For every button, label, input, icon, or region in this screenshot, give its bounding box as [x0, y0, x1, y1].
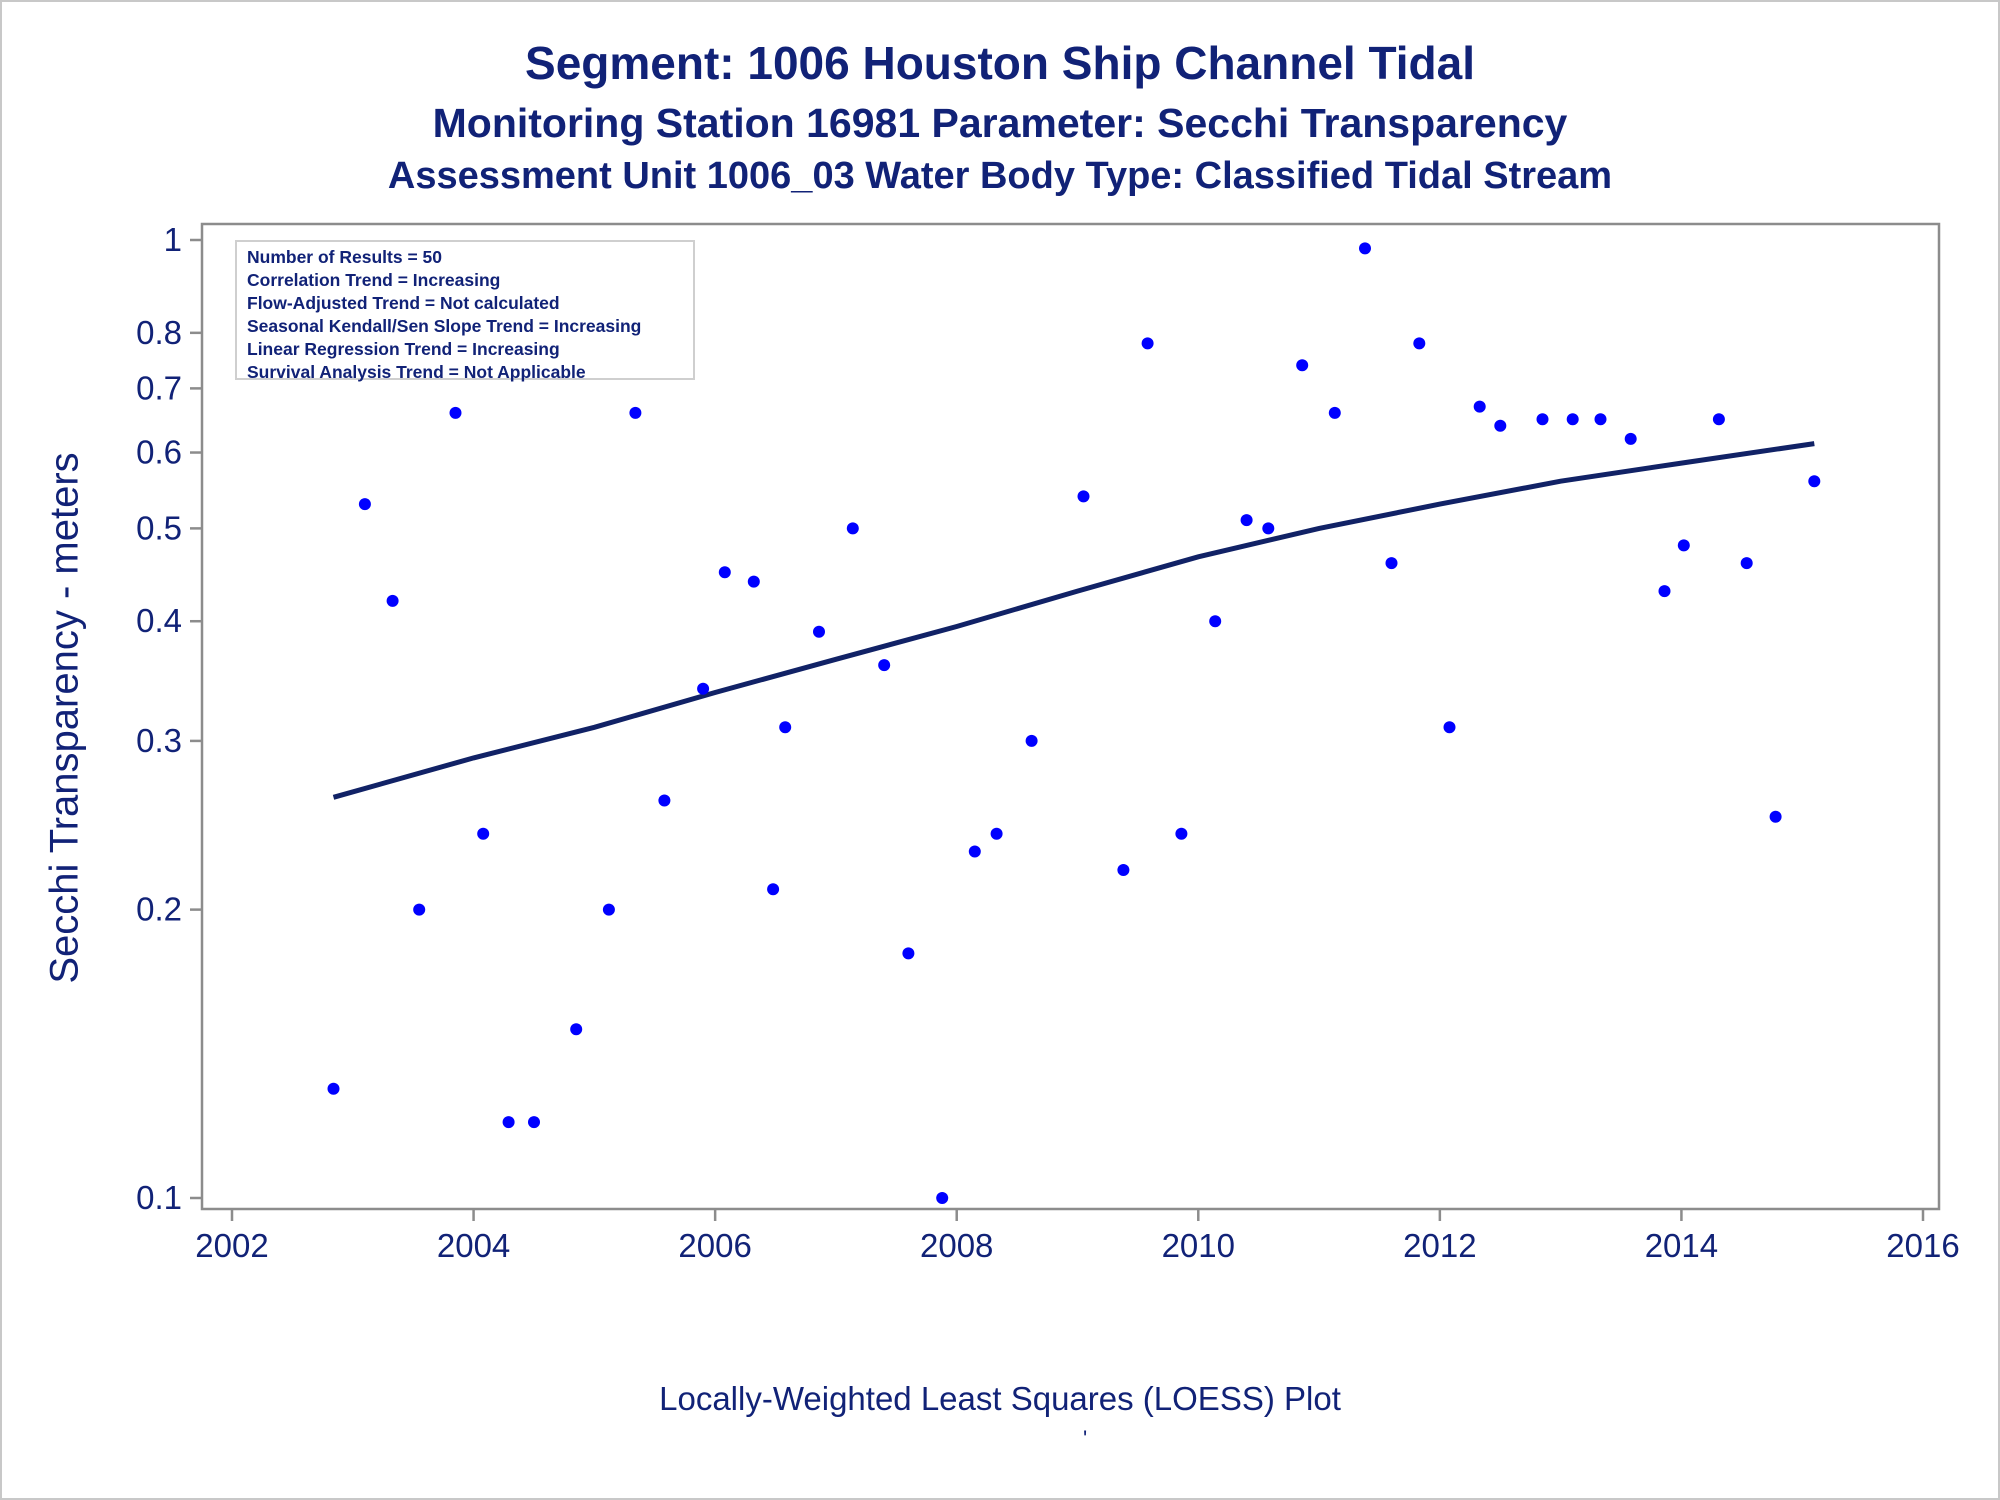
data-point [502, 1116, 515, 1129]
stats-legend-box: Number of Results = 50 Correlation Trend… [235, 240, 695, 382]
data-point [1769, 810, 1782, 823]
data-point [1077, 490, 1090, 503]
data-point [477, 827, 490, 840]
data-point [1443, 721, 1456, 734]
x-tick-label: 2004 [437, 1227, 510, 1264]
data-point [386, 594, 399, 607]
data-point [1296, 359, 1309, 372]
data-point [449, 406, 462, 419]
stats-line-results: Number of Results = 50 [247, 247, 442, 267]
y-tick-label: 0.6 [136, 434, 182, 471]
data-point [1025, 734, 1038, 747]
data-point [968, 845, 981, 858]
stats-line-survival: Survival Analysis Trend = Not Applicable [247, 362, 586, 382]
plot-border [200, 222, 1941, 1211]
data-points [327, 242, 1821, 1204]
data-point [1740, 557, 1753, 570]
stats-line-correlation: Correlation Trend = Increasing [247, 270, 501, 290]
stats-line-seasonal-kendall: Seasonal Kendall/Sen Slope Trend = Incre… [247, 316, 642, 336]
data-point [1240, 514, 1253, 527]
data-point [878, 659, 891, 672]
x-tick-label: 2010 [1162, 1227, 1235, 1264]
footnote-mark: ' [1083, 1426, 1088, 1451]
data-point [1712, 413, 1725, 426]
data-point [902, 947, 915, 960]
data-point [1328, 406, 1341, 419]
data-point [1808, 475, 1821, 488]
loess-trend-line [332, 441, 1815, 800]
x-tick-label: 2014 [1645, 1227, 1718, 1264]
x-axis: 2002 2004 2006 2008 2010 2012 2014 2016 [195, 1209, 1960, 1264]
plot-footnote: Locally-Weighted Least Squares (LOESS) P… [659, 1380, 1341, 1417]
data-point [718, 566, 731, 579]
x-tick-label: 2008 [920, 1227, 993, 1264]
y-tick-label: 1 [164, 221, 182, 258]
data-point [1413, 337, 1426, 350]
y-tick-label: 0.8 [136, 314, 182, 351]
data-point [1473, 400, 1486, 413]
y-tick-label: 0.1 [136, 1179, 182, 1216]
data-point [1209, 615, 1222, 628]
data-point [1624, 432, 1637, 445]
data-point [1385, 557, 1398, 570]
data-point [1566, 413, 1579, 426]
data-point [990, 827, 1003, 840]
data-point [1262, 522, 1275, 535]
data-point [1658, 585, 1671, 598]
data-point [413, 903, 426, 916]
data-point [697, 682, 710, 695]
data-point [1359, 242, 1371, 255]
data-point [1494, 419, 1507, 432]
chart-title: Segment: 1006 Houston Ship Channel Tidal [525, 37, 1475, 89]
data-point [767, 883, 780, 896]
data-point [1141, 337, 1154, 350]
y-tick-label: 0.5 [136, 509, 182, 546]
data-point [1536, 413, 1549, 426]
data-point [779, 721, 792, 734]
stats-line-linear-regression: Linear Regression Trend = Increasing [247, 339, 560, 359]
stats-line-flow-adjusted: Flow-Adjusted Trend = Not calculated [247, 293, 560, 313]
data-point [846, 522, 859, 535]
data-point [1175, 827, 1188, 840]
data-point [629, 406, 642, 419]
x-tick-label: 2006 [678, 1227, 751, 1264]
y-tick-label: 0.3 [136, 722, 182, 759]
data-point [327, 1082, 340, 1095]
data-point [658, 794, 671, 807]
data-point [936, 1192, 949, 1204]
y-tick-label: 0.4 [136, 602, 182, 639]
data-point [1117, 864, 1130, 876]
chart-subtitle-2: Assessment Unit 1006_03 Water Body Type:… [387, 155, 1613, 197]
x-tick-label: 2012 [1403, 1227, 1476, 1264]
data-point [528, 1116, 540, 1129]
data-point [813, 625, 825, 638]
data-point [358, 498, 371, 511]
x-tick-label: 2002 [195, 1227, 268, 1264]
y-axis: 0.1 0.2 0.3 0.4 0.5 0.6 0.7 0.8 1 [136, 221, 202, 1216]
data-point [747, 575, 760, 588]
data-point [570, 1023, 583, 1036]
data-point [1594, 413, 1607, 426]
chart-subtitle: Monitoring Station 16981 Parameter: Secc… [432, 100, 1568, 146]
y-tick-label: 0.2 [136, 891, 182, 928]
x-tick-label: 2016 [1886, 1227, 1959, 1264]
y-tick-label: 0.7 [136, 369, 182, 406]
data-point [1677, 539, 1690, 552]
data-point [602, 903, 615, 916]
